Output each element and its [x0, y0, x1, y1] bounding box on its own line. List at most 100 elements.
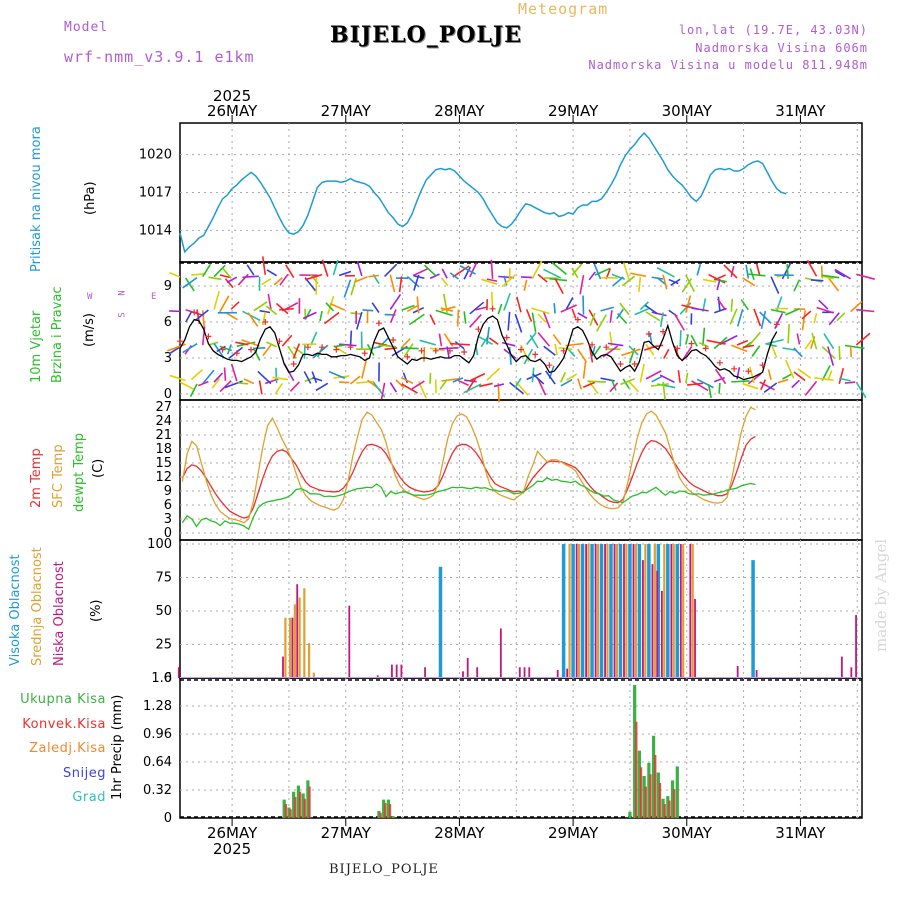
- cloud-bar-0: [675, 544, 680, 678]
- wind-arrow: [395, 379, 405, 389]
- cloud-bar-1: [568, 544, 571, 678]
- wind-arrow: [760, 310, 767, 330]
- wind-arrow: [416, 296, 420, 314]
- wind-gust-marker: [432, 347, 439, 354]
- wind-arrow: [796, 333, 801, 345]
- wind-gust-marker: [716, 359, 723, 366]
- day-label-bottom: 29MAY: [548, 824, 599, 842]
- wind-arrow: [384, 263, 398, 277]
- wind-arrow: [191, 272, 206, 276]
- day-label-bottom: 30MAY: [662, 824, 713, 842]
- wind-arrow: [486, 367, 501, 381]
- wind-arrow: [402, 372, 409, 384]
- wind-arrow: [478, 336, 493, 345]
- wind-arrow: [582, 381, 596, 389]
- wind-gust-marker: [475, 326, 482, 333]
- wind-arrow: [525, 309, 533, 322]
- wind-arrow: [438, 333, 443, 347]
- wind-arrow: [406, 304, 418, 312]
- wind-arrow: [717, 296, 721, 312]
- wind-gust-marker: [304, 344, 311, 351]
- precip-bar-1: [673, 789, 676, 818]
- wind-arrow: [400, 377, 414, 385]
- wind-arrow: [813, 313, 818, 324]
- wind-gust-marker: [603, 344, 610, 351]
- year-label-bottom: 2025: [213, 840, 251, 858]
- wind-arrow: [523, 279, 528, 291]
- wind-arrow: [302, 311, 317, 320]
- precip-bar-0: [666, 796, 670, 818]
- wind-arrow: [380, 382, 386, 400]
- cloud-bar-1: [284, 617, 287, 678]
- wind-arrow: [820, 265, 824, 279]
- wind-arrow: [201, 310, 205, 328]
- wind-arrow: [531, 312, 537, 333]
- wind-arrow: [262, 344, 272, 357]
- cloud-bar-2: [499, 628, 502, 678]
- wind-gust-marker: [319, 344, 326, 351]
- wind-arrow: [609, 382, 619, 393]
- wind-arrow: [216, 345, 226, 353]
- wind-arrow: [571, 267, 579, 279]
- precip-bar-1: [663, 804, 666, 818]
- wind-arrow: [480, 278, 498, 285]
- precip-bar-0: [306, 780, 310, 818]
- wind-arrow: [679, 330, 682, 347]
- wind-arrow: [509, 381, 524, 395]
- wind-gust-marker: [191, 309, 198, 316]
- wind-arrow: [293, 346, 303, 355]
- wind-arrow: [628, 347, 636, 364]
- wind-arrow: [650, 383, 669, 387]
- wind-arrow: [423, 264, 437, 277]
- cloud-bar-0: [599, 544, 604, 678]
- wind-arrow: [670, 278, 681, 286]
- wind-arrow: [272, 376, 289, 381]
- precip-bar-0: [670, 780, 675, 818]
- wind-gust-marker: [759, 362, 766, 369]
- wind-arrow: [440, 307, 454, 312]
- cloud-bar-2: [632, 544, 635, 678]
- wind-arrow: [261, 256, 267, 275]
- wind-arrow: [189, 383, 198, 398]
- wind-arrow: [777, 378, 789, 384]
- wind-arrow: [838, 368, 845, 385]
- wind-arrow: [493, 383, 505, 388]
- wind-gust-marker: [518, 346, 524, 353]
- wind-arrow: [663, 348, 670, 359]
- cloud-bar-2: [528, 667, 531, 678]
- wind-gust-marker: [731, 365, 738, 372]
- wind-arrow: [611, 379, 617, 391]
- wind-arrow: [475, 306, 488, 311]
- precip-bar-1: [640, 767, 643, 818]
- wind-arrow: [804, 380, 818, 396]
- wind-arrow: [469, 372, 486, 382]
- precip-bar-1: [644, 786, 647, 818]
- cloud-bar-2: [556, 669, 559, 678]
- cloud-bar-2: [613, 544, 616, 678]
- wind-arrow: [265, 305, 278, 316]
- wind-arrow: [702, 327, 706, 346]
- wind-gust-marker: [276, 338, 283, 345]
- wind-arrow: [543, 345, 556, 356]
- wind-gust-marker: [702, 345, 709, 352]
- wind-arrow: [226, 344, 232, 355]
- wind-arrow: [311, 371, 318, 384]
- cloud-bar-0: [647, 544, 651, 678]
- wind-arrow: [560, 304, 577, 313]
- cloud-bar-2: [400, 664, 403, 678]
- wind-gust-marker: [532, 351, 539, 358]
- precip-bar-1: [379, 812, 382, 818]
- wind-arrow: [324, 311, 340, 325]
- ytick-cloud: 100: [147, 537, 172, 552]
- wind-arrow: [224, 380, 243, 389]
- wind-arrow: [554, 343, 558, 356]
- wind-arrow: [361, 358, 368, 379]
- cloud-bar-1: [307, 643, 311, 678]
- wind-arrow: [403, 343, 414, 358]
- wind-arrow: [577, 348, 588, 363]
- cloud-bar-0: [637, 544, 642, 678]
- cloud-bar-2: [855, 615, 857, 678]
- wind-arrow: [702, 278, 717, 283]
- wind-arrow: [818, 299, 829, 310]
- wind-arrow: [644, 304, 658, 315]
